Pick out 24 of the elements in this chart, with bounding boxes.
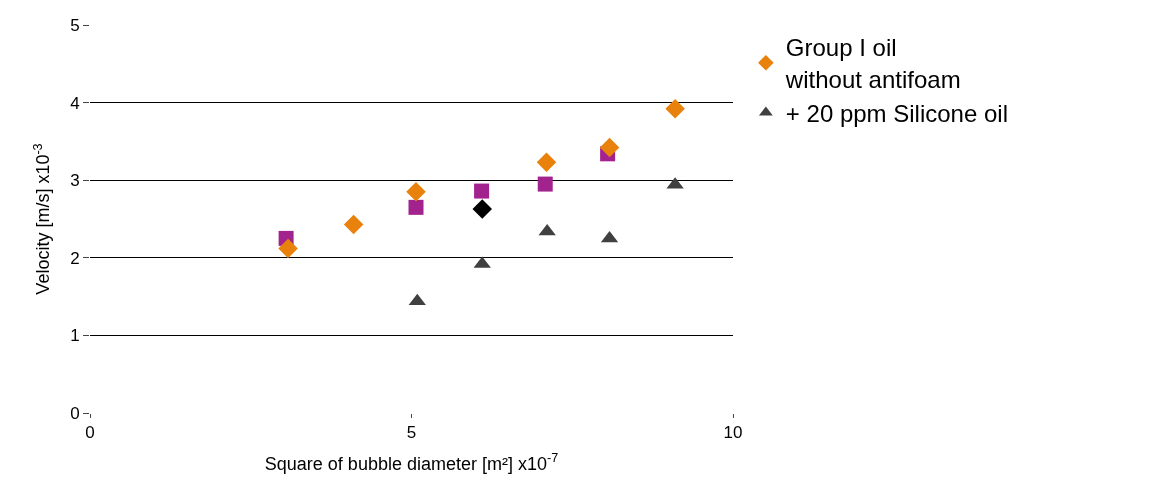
point <box>343 214 364 235</box>
legend-label: + 20 ppm Silicone oil <box>785 99 1008 127</box>
point <box>406 182 426 202</box>
x-axis-title: Square of bubble diameter [m²] x10$^{-7}$ <box>264 450 559 474</box>
y-tick-label: 4 <box>70 93 80 113</box>
point <box>599 137 620 158</box>
point <box>536 152 557 173</box>
x-tick-label: 10 <box>723 423 743 443</box>
y-tick-label: 2 <box>70 248 80 268</box>
point <box>537 176 553 192</box>
point <box>278 238 298 259</box>
point <box>408 199 424 215</box>
point <box>538 223 556 236</box>
legend-label: Group I oil without antifoam <box>784 34 961 93</box>
y-tick-label: 3 <box>70 171 80 191</box>
y-tick-label: 0 <box>70 403 80 423</box>
x-tick-label: 5 <box>406 423 417 443</box>
y-tick-label: 1 <box>70 326 80 346</box>
point <box>472 199 492 219</box>
x-tick-label: 0 <box>85 423 95 443</box>
point <box>665 99 685 119</box>
point <box>474 183 490 199</box>
y-tick-label: 5 <box>70 15 80 35</box>
point <box>408 293 426 306</box>
